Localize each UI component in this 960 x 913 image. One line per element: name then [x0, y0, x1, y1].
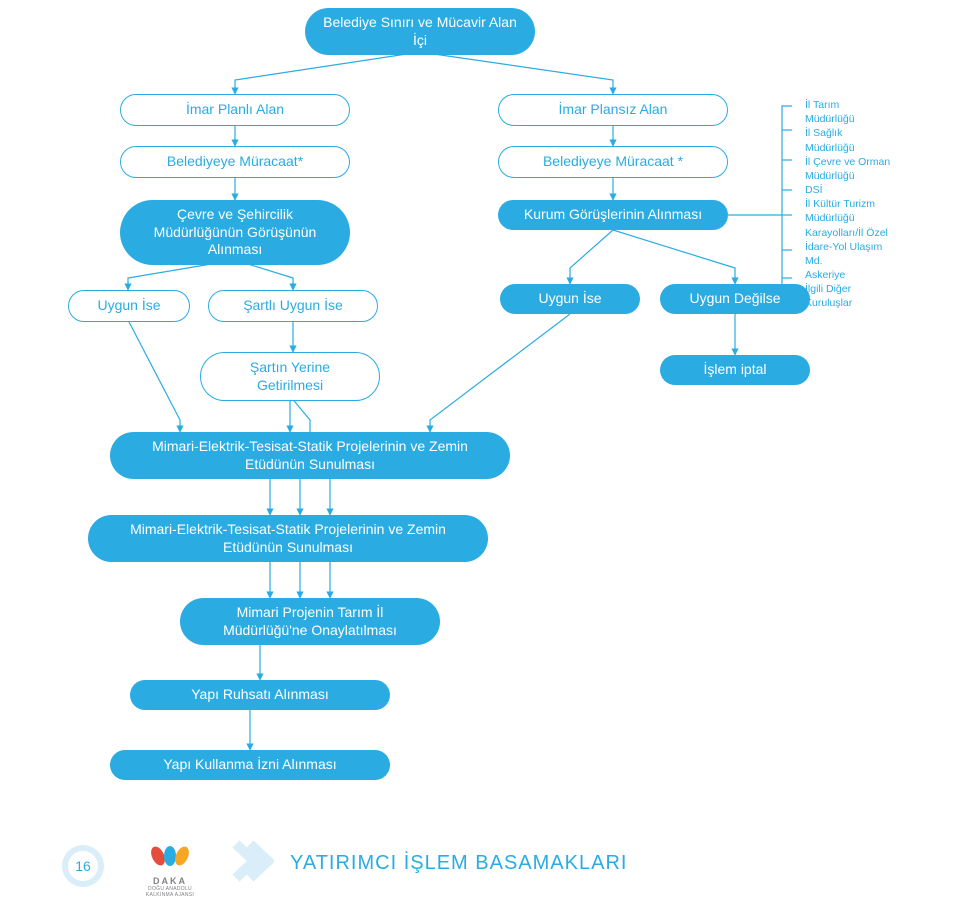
page-number-badge: 16	[62, 845, 104, 887]
node-bm2: Belediyeye Müracaat *	[498, 146, 728, 178]
agency-line: Askeriye	[805, 268, 890, 282]
agency-line: İlgili Diğer	[805, 282, 890, 296]
logo-subtitle: DOĞU ANADOLU KALKINMA AJANSI	[140, 886, 200, 898]
agency-line: DSİ	[805, 183, 890, 197]
node-root: Belediye Sınırı ve Mücavir Alan İçi	[305, 8, 535, 55]
node-uy1: Uygun İse	[68, 290, 190, 322]
agency-line: İdare-Yol Ulaşım	[805, 240, 890, 254]
node-bm1: Belediyeye Müracaat*	[120, 146, 350, 178]
agency-line: Md.	[805, 254, 890, 268]
agency-line: Kuruluşlar	[805, 296, 890, 310]
agency-line: İl Kültür Turizm	[805, 197, 890, 211]
logo-flame-icon	[150, 838, 190, 874]
node-plan: İmar Planlı Alan	[120, 94, 350, 126]
agency-line: İl Sağlık	[805, 126, 890, 140]
footer-title: YATIRIMCI İŞLEM BASAMAKLARI	[290, 852, 627, 875]
agency-line: Müdürlüğü	[805, 112, 890, 126]
agency-line: Müdürlüğü	[805, 169, 890, 183]
agency-line: İl Çevre ve Orman	[805, 155, 890, 169]
node-mimari2: Mimari-Elektrik-Tesisat-Statik Projeleri…	[88, 515, 488, 562]
node-kurum: Kurum Görüşlerinin Alınması	[498, 200, 728, 230]
agency-line: Müdürlüğü	[805, 141, 890, 155]
node-uy2: Uygun İse	[500, 284, 640, 314]
node-kullanma: Yapı Kullanma İzni Alınması	[110, 750, 390, 780]
page-number: 16	[75, 858, 91, 874]
daka-logo: DAKA DOĞU ANADOLU KALKINMA AJANSI	[140, 838, 200, 893]
node-mimari1: Mimari-Elektrik-Tesisat-Statik Projeleri…	[110, 432, 510, 479]
node-tarim: Mimari Projenin Tarım İl Müdürlüğü'ne On…	[180, 598, 440, 645]
logo-name: DAKA	[140, 876, 200, 886]
node-degil: Uygun Değilse	[660, 284, 810, 314]
node-sartli: Şartlı Uygun İse	[208, 290, 378, 322]
agency-list: İl TarımMüdürlüğüİl SağlıkMüdürlüğüİl Çe…	[805, 98, 890, 311]
node-iptal: İşlem iptal	[660, 355, 810, 385]
node-ruhsat: Yapı Ruhsatı Alınması	[130, 680, 390, 710]
page-footer: 16 DAKA DOĞU ANADOLU KALKINMA AJANSI YAT…	[0, 843, 960, 913]
node-cevre: Çevre ve Şehircilik Müdürlüğünün Görüşün…	[120, 200, 350, 265]
chevron-icon	[232, 840, 274, 882]
agency-line: Müdürlüğü	[805, 211, 890, 225]
node-sartin: Şartın Yerine Getirilmesi	[200, 352, 380, 401]
node-plansiz: İmar Plansız Alan	[498, 94, 728, 126]
agency-line: Karayolları/İl Özel	[805, 226, 890, 240]
agency-line: İl Tarım	[805, 98, 890, 112]
